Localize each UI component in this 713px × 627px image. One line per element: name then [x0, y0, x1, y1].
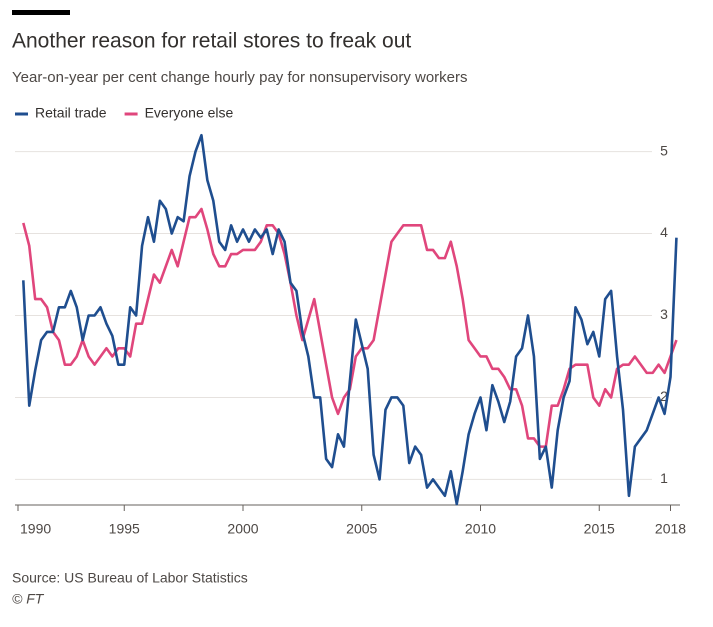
y-tick-label: 3 [660, 306, 668, 322]
legend-label: Retail trade [35, 105, 107, 121]
series-line [22, 133, 678, 506]
x-tick-label: 2015 [584, 521, 615, 537]
credit: © FT [12, 591, 45, 607]
y-tick-label: 2 [660, 388, 668, 404]
chart-subtitle: Year-on-year per cent change hourly pay … [12, 69, 468, 86]
x-tick-label: 1990 [20, 521, 51, 537]
x-tick-label: 2018 [655, 521, 686, 537]
x-tick-label: 2000 [227, 521, 258, 537]
x-tick-label: 1995 [109, 521, 140, 537]
y-tick-label: 4 [660, 224, 668, 240]
legend-label: Everyone else [145, 105, 234, 121]
y-tick-label: 1 [660, 470, 668, 486]
chart-title: Another reason for retail stores to frea… [12, 30, 411, 53]
source: Source: US Bureau of Labor Statistics [12, 570, 248, 586]
y-tick-label: 5 [660, 142, 668, 158]
x-tick-label: 2005 [346, 521, 377, 537]
x-tick-label: 2010 [465, 521, 496, 537]
series-line [22, 207, 678, 448]
brand-bar [12, 10, 70, 15]
